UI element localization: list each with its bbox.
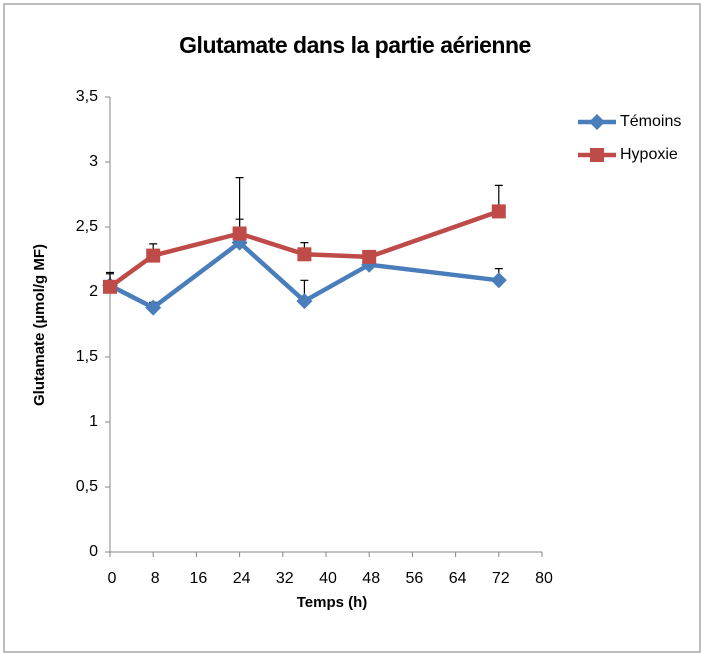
legend-marker bbox=[590, 148, 604, 162]
x-tick-label: 0 bbox=[108, 570, 117, 587]
x-tick-label: 40 bbox=[319, 570, 337, 587]
marker bbox=[103, 279, 117, 294]
marker bbox=[297, 247, 312, 262]
y-tick-label: 0 bbox=[89, 543, 98, 560]
y-tick-label: 2,5 bbox=[76, 218, 98, 235]
marker bbox=[491, 204, 506, 219]
y-tick-label: 3 bbox=[89, 153, 98, 170]
marker bbox=[490, 272, 507, 289]
marker bbox=[362, 249, 377, 264]
y-tick-label: 3,5 bbox=[76, 88, 98, 105]
y-axis-title: Glutamate (µmol/g MF) bbox=[31, 244, 48, 406]
x-tick-label: 72 bbox=[492, 570, 510, 587]
y-tick-label: 2 bbox=[89, 283, 98, 300]
series-line bbox=[108, 240, 500, 310]
x-tick-label: 64 bbox=[449, 570, 467, 587]
x-axis-title: Temps (h) bbox=[297, 594, 368, 611]
marker bbox=[296, 293, 313, 310]
y-tick-label: 1,5 bbox=[76, 348, 98, 365]
y-tick-label: 0,5 bbox=[76, 478, 98, 495]
error-bar bbox=[235, 177, 244, 234]
legend-label: Hypoxie bbox=[620, 146, 678, 163]
marker bbox=[145, 299, 162, 316]
y-tick-label: 1 bbox=[89, 413, 98, 430]
legend-label: Témoins bbox=[620, 113, 681, 130]
series-line bbox=[108, 209, 500, 289]
x-tick-label: 32 bbox=[276, 570, 294, 587]
marker bbox=[146, 248, 161, 263]
x-tick-label: 24 bbox=[233, 570, 251, 587]
x-tick-label: 56 bbox=[406, 570, 424, 587]
x-tick-label: 80 bbox=[535, 570, 553, 587]
marker bbox=[232, 226, 247, 241]
x-tick-label: 16 bbox=[190, 570, 208, 587]
chart-title: Glutamate dans la partie aérienne bbox=[179, 32, 531, 58]
chart-border bbox=[3, 3, 701, 653]
x-tick-label: 8 bbox=[151, 570, 160, 587]
x-tick-label: 48 bbox=[362, 570, 380, 587]
legend-marker bbox=[589, 114, 605, 130]
